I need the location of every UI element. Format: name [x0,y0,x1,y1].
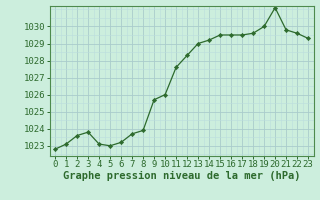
X-axis label: Graphe pression niveau de la mer (hPa): Graphe pression niveau de la mer (hPa) [63,171,300,181]
